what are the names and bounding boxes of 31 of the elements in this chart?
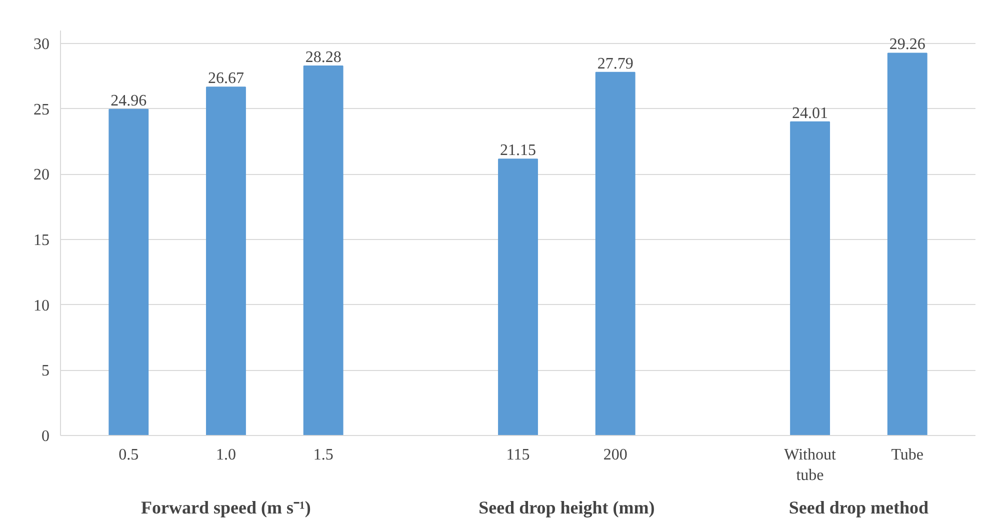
x-tick-label: 1.5	[313, 446, 334, 464]
bar	[498, 158, 538, 436]
x-tick-label: 115	[506, 446, 530, 464]
x-tick-label: 1.0	[216, 446, 236, 464]
data-label: 24.96	[110, 92, 147, 110]
y-tick-label: 15	[34, 232, 50, 250]
text: Forward speed (m s⁻¹)	[141, 498, 311, 518]
data-label: 21.15	[500, 142, 536, 160]
y-tick-label: 25	[34, 101, 50, 118]
bar	[887, 52, 928, 436]
x-tick-label: 200	[603, 446, 628, 464]
data-label: 24.01	[792, 104, 828, 122]
x-tick-label: Tube	[891, 446, 924, 464]
text: Seed drop height (mm)	[478, 498, 655, 518]
text: Seed drop method	[788, 498, 929, 518]
y-tick-label: 30	[34, 36, 50, 54]
data-label: 27.79	[597, 55, 634, 72]
y-tick-label: 10	[34, 297, 50, 314]
bar	[790, 121, 830, 436]
y-tick-label: 0	[42, 428, 50, 445]
bar	[595, 72, 636, 436]
data-label: 26.67	[208, 70, 244, 88]
x-tick-label: 0.5	[118, 446, 139, 464]
y-tick-label: 5	[42, 362, 50, 380]
y-tick-label: 20	[34, 166, 50, 184]
bar	[206, 86, 246, 436]
data-label: 28.28	[305, 49, 342, 66]
data-label: 29.26	[889, 36, 926, 54]
bar	[108, 108, 149, 436]
x-tick-label: Without tube	[784, 446, 836, 484]
bar	[303, 66, 344, 436]
